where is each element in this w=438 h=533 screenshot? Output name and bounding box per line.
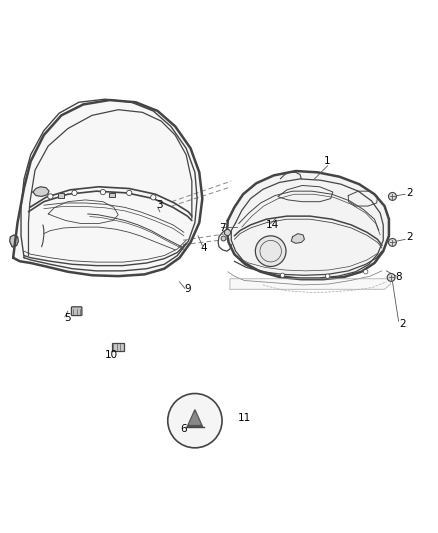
Text: 4: 4 — [200, 243, 207, 253]
Circle shape — [280, 273, 285, 278]
Text: 10: 10 — [105, 350, 118, 360]
Polygon shape — [187, 410, 203, 427]
Circle shape — [364, 270, 368, 274]
FancyBboxPatch shape — [71, 307, 82, 316]
FancyBboxPatch shape — [112, 343, 124, 351]
Text: 5: 5 — [64, 313, 71, 323]
Circle shape — [255, 236, 286, 266]
Text: 2: 2 — [406, 188, 413, 198]
Text: 3: 3 — [156, 200, 163, 210]
Polygon shape — [10, 235, 18, 247]
Text: 14: 14 — [266, 220, 279, 230]
Text: 7: 7 — [219, 223, 226, 233]
Circle shape — [151, 195, 156, 200]
Polygon shape — [230, 279, 391, 289]
FancyBboxPatch shape — [58, 193, 64, 198]
FancyBboxPatch shape — [109, 193, 115, 197]
Circle shape — [387, 273, 395, 281]
Text: 1: 1 — [324, 156, 331, 166]
Polygon shape — [227, 171, 389, 279]
Text: 2: 2 — [399, 319, 406, 329]
Polygon shape — [291, 233, 304, 243]
Text: 6: 6 — [180, 424, 187, 434]
Circle shape — [48, 194, 53, 199]
Polygon shape — [33, 187, 49, 197]
Polygon shape — [13, 100, 202, 276]
Circle shape — [127, 190, 132, 196]
Circle shape — [325, 274, 330, 278]
Circle shape — [168, 393, 222, 448]
Text: 9: 9 — [184, 284, 191, 294]
Text: 2: 2 — [406, 232, 413, 242]
Text: 8: 8 — [395, 272, 402, 282]
Circle shape — [389, 238, 396, 246]
Circle shape — [389, 192, 396, 200]
Circle shape — [72, 190, 77, 196]
Text: 11: 11 — [238, 413, 251, 423]
Circle shape — [100, 189, 106, 195]
Polygon shape — [190, 413, 200, 424]
